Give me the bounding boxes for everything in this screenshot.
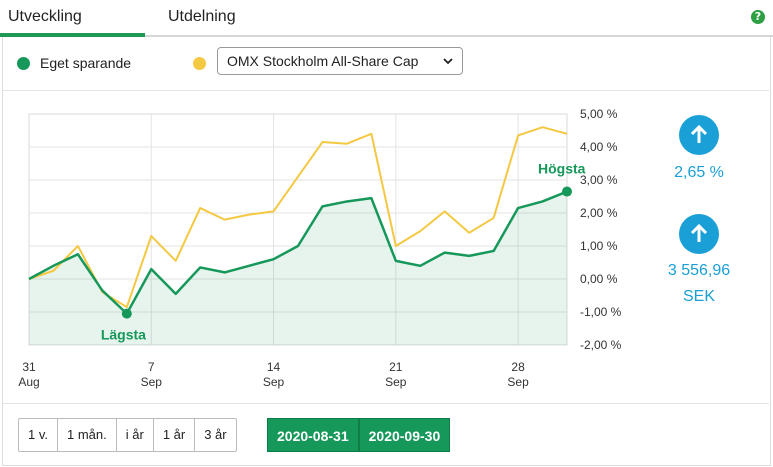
period-1w-button[interactable]: 1 v.: [18, 418, 58, 452]
tab-utveckling[interactable]: Utveckling: [8, 8, 82, 25]
own-series-area: [29, 191, 567, 345]
legend-own-label: Eget sparande: [40, 55, 132, 71]
period-3y-button[interactable]: 3 år: [194, 418, 237, 452]
chart-series: [28, 126, 568, 345]
active-tab-indicator: [0, 33, 145, 37]
own-series-line: [28, 190, 568, 315]
kpi-percent-up-icon: [679, 115, 719, 155]
y-tick-label: -1,00 %: [580, 305, 622, 319]
own-series-legend-dot: [17, 57, 30, 70]
legend-divider: [2, 90, 769, 91]
tab-bar: Utveckling Utdelning ?: [0, 0, 773, 37]
period-1y-button[interactable]: 1 år: [152, 418, 196, 452]
chart-grid: [28, 113, 568, 346]
tab-divider: [0, 35, 773, 37]
x-tick-day: 28: [511, 360, 525, 374]
high-point-marker: [562, 186, 572, 197]
benchmark-select-value: OMX Stockholm All-Share Cap: [227, 53, 419, 69]
index-series-legend-dot: [193, 57, 206, 70]
kpi-amount-up-icon: [679, 214, 719, 254]
content-panel: [2, 37, 771, 466]
kpi-amount-currency: SEK: [682, 288, 715, 305]
y-tick-label: -2,00 %: [580, 338, 622, 352]
benchmark-select[interactable]: OMX Stockholm All-Share Cap: [217, 47, 463, 75]
date-range-group: 2020-08-31 2020-09-30: [267, 418, 451, 452]
low-point-marker: [121, 308, 132, 319]
x-tick-day: 14: [267, 360, 281, 374]
date-to-button[interactable]: 2020-09-30: [358, 418, 451, 452]
date-from-button[interactable]: 2020-08-31: [267, 418, 359, 452]
x-tick-month: Sep: [507, 375, 529, 389]
period-button-group: 1 v. 1 mån. i år 1 år 3 år: [18, 418, 237, 452]
x-tick-month: Sep: [263, 375, 285, 389]
y-tick-label: 2,00 %: [580, 206, 618, 220]
period-1m-button[interactable]: 1 mån.: [57, 418, 117, 452]
x-tick-month: Sep: [385, 375, 407, 389]
y-tick-label: 0,00 %: [580, 272, 618, 286]
y-axis: 5,00 % 4,00 % 3,00 % 2,00 % 1,00 % 0,00 % -1,0…: [580, 107, 622, 352]
y-tick-label: 1,00 %: [580, 239, 618, 253]
kpi-percent-value: 2,65 %: [674, 164, 724, 181]
x-tick-day: 31: [22, 360, 36, 374]
chart-annotations: Högsta Lägsta: [101, 161, 586, 343]
high-point-label: Högsta: [538, 161, 586, 177]
x-tick-month: Sep: [141, 375, 163, 389]
low-point-label: Lägsta: [101, 327, 146, 343]
help-icon[interactable]: ?: [751, 10, 765, 24]
x-tick-day: 7: [148, 360, 155, 374]
chart-bottom-divider: [2, 403, 769, 404]
tab-utdelning[interactable]: Utdelning: [168, 8, 236, 25]
y-tick-label: 4,00 %: [580, 140, 618, 154]
y-tick-label: 3,00 %: [580, 173, 618, 187]
kpi-amount-value: 3 556,96: [667, 262, 731, 279]
index-series-line: [28, 126, 568, 309]
x-tick-day: 21: [389, 360, 403, 374]
plot-frame: [28, 113, 568, 346]
chevron-down-icon: [443, 58, 453, 65]
y-tick-label: 5,00 %: [580, 107, 618, 121]
period-ytd-button[interactable]: i år: [115, 418, 154, 452]
x-tick-month: Aug: [18, 375, 39, 389]
